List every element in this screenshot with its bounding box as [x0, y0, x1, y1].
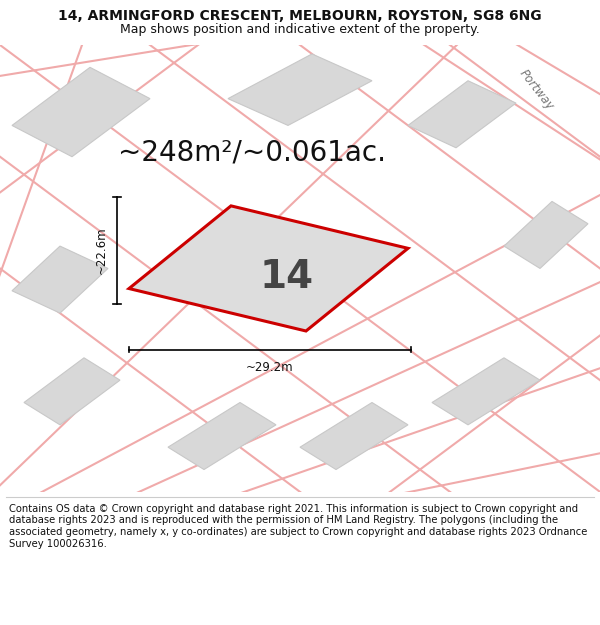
Text: ~22.6m: ~22.6m	[95, 227, 108, 274]
Text: 14, ARMINGFORD CRESCENT, MELBOURN, ROYSTON, SG8 6NG: 14, ARMINGFORD CRESCENT, MELBOURN, ROYST…	[58, 9, 542, 23]
Text: ~248m²/~0.061ac.: ~248m²/~0.061ac.	[118, 138, 386, 166]
Text: Map shows position and indicative extent of the property.: Map shows position and indicative extent…	[120, 23, 480, 36]
Text: ~29.2m: ~29.2m	[246, 361, 294, 374]
Polygon shape	[408, 81, 516, 148]
Polygon shape	[504, 201, 588, 269]
Text: Contains OS data © Crown copyright and database right 2021. This information is : Contains OS data © Crown copyright and d…	[9, 504, 587, 549]
Polygon shape	[168, 402, 276, 469]
Polygon shape	[12, 68, 150, 157]
Polygon shape	[228, 54, 372, 126]
Text: Portway: Portway	[517, 67, 557, 112]
Polygon shape	[129, 206, 408, 331]
Polygon shape	[300, 402, 408, 469]
Polygon shape	[432, 357, 540, 425]
Polygon shape	[24, 357, 120, 425]
Text: 14: 14	[259, 258, 314, 296]
Polygon shape	[12, 246, 108, 313]
